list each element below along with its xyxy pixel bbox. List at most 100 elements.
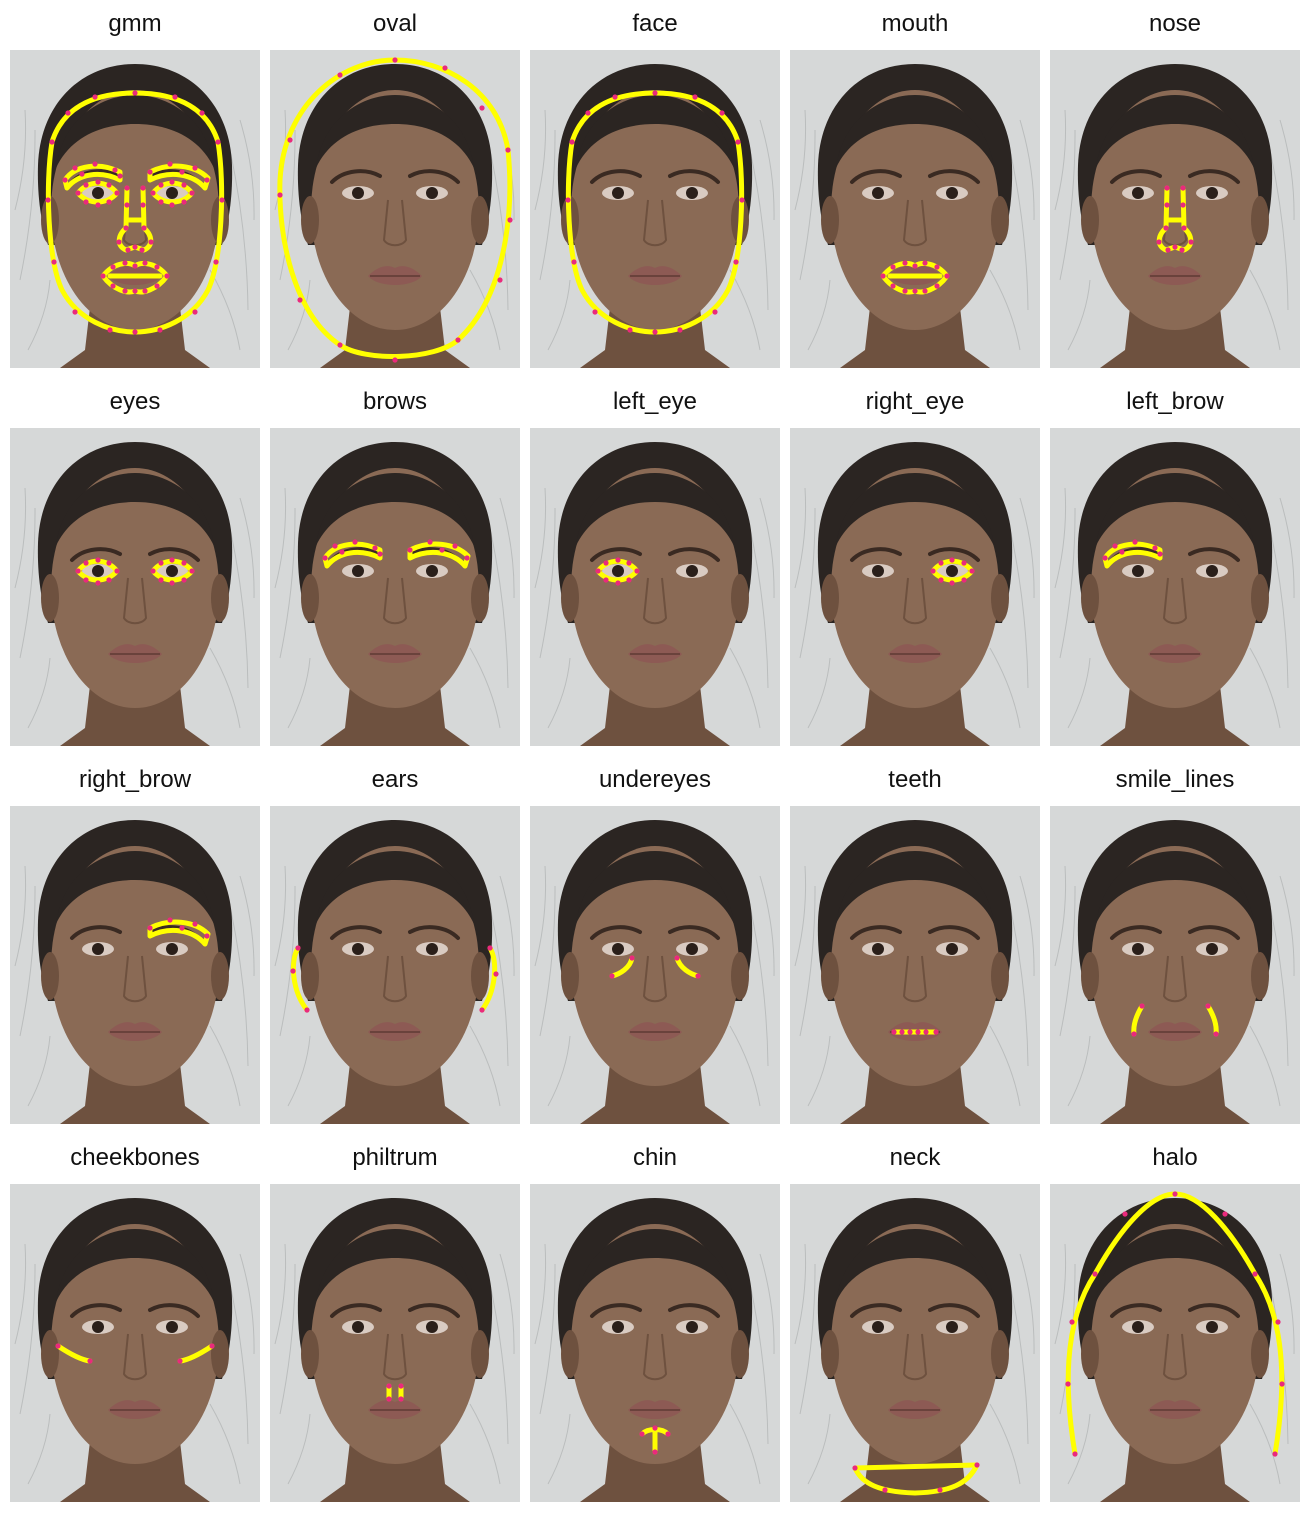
landmark-point <box>142 288 148 294</box>
left-ear <box>301 952 319 1000</box>
left-ear <box>301 1330 319 1378</box>
landmark-point <box>154 264 160 270</box>
landmark-point <box>902 288 908 294</box>
left-brow <box>1110 1303 1162 1318</box>
nose-shape <box>1162 955 1188 1003</box>
landmark-point <box>665 1431 671 1437</box>
landmark-point <box>116 239 122 245</box>
landmark-point <box>1157 551 1163 557</box>
landmark-point <box>72 309 78 315</box>
face-image <box>10 428 260 746</box>
left-brow <box>590 925 642 940</box>
region-oval <box>277 57 513 363</box>
panel-face: face <box>530 0 790 378</box>
landmark-point <box>497 277 503 283</box>
left-iris <box>92 1321 104 1333</box>
region-nose <box>116 185 154 253</box>
right-ear <box>731 1330 749 1378</box>
landmark-point <box>181 560 187 566</box>
landmark-point <box>452 543 458 549</box>
right-ear <box>471 1330 489 1378</box>
landmark-point <box>652 1449 658 1455</box>
region-cheekbones <box>55 1343 215 1364</box>
landmark-point <box>337 342 343 348</box>
hairline <box>316 95 474 168</box>
landmark-point <box>215 139 221 145</box>
landmark-point <box>961 560 967 566</box>
right-iris <box>686 1321 698 1333</box>
face-skin <box>831 846 999 1086</box>
right-ear <box>991 196 1009 244</box>
landmark-point <box>934 283 940 289</box>
landmark-point <box>141 225 147 231</box>
panel-left-brow: left_brow <box>1050 378 1310 756</box>
landmark-point <box>158 577 164 583</box>
face-skin <box>571 1224 739 1464</box>
landmark-point <box>75 190 81 196</box>
panel-title: mouth <box>881 10 949 37</box>
face-image <box>530 806 780 1124</box>
landmark-point <box>112 167 118 173</box>
landmark-point <box>204 933 210 939</box>
panel-title: left_eye <box>612 388 698 415</box>
region-right-brow <box>147 161 211 191</box>
hairline <box>576 95 734 168</box>
landmark-point <box>55 1343 61 1349</box>
landmark-point <box>106 577 112 583</box>
landmark-point <box>150 190 156 196</box>
right-ear <box>1251 196 1269 244</box>
face-image <box>1050 428 1300 746</box>
landmark-point <box>1172 1191 1178 1197</box>
region-smile-lines <box>1131 1003 1219 1037</box>
right-ear <box>211 574 229 622</box>
landmark-point <box>172 94 178 100</box>
left-brow <box>850 1303 902 1318</box>
panel-title: left_brow <box>1126 388 1224 415</box>
nose-shape <box>1162 1333 1188 1381</box>
left-brow <box>590 169 642 184</box>
landmark-point <box>142 260 148 266</box>
landmark-point <box>585 110 591 116</box>
left-iris <box>872 1321 884 1333</box>
right-iris <box>426 187 438 199</box>
left-iris <box>352 565 364 577</box>
landmark-point <box>626 577 632 583</box>
landmark-point <box>49 139 55 145</box>
landmark-point <box>179 925 185 931</box>
landmark-point <box>181 199 187 205</box>
landmark-point <box>571 259 577 265</box>
landmark-point <box>912 263 918 269</box>
hairline <box>56 1229 214 1302</box>
right-brow <box>928 925 980 940</box>
face-image <box>270 428 520 746</box>
landmark-point <box>167 917 173 923</box>
landmark-point <box>398 1396 404 1402</box>
panel-eyes: eyes <box>10 378 270 756</box>
landmark-point <box>132 90 138 96</box>
landmark-point <box>949 557 955 563</box>
landmark-point <box>455 337 461 343</box>
landmark-point <box>930 568 936 574</box>
left-brow <box>70 547 122 562</box>
right-brow <box>1188 169 1240 184</box>
landmark-point <box>934 264 940 270</box>
hairline <box>56 95 214 168</box>
right-iris <box>1206 565 1218 577</box>
right-ear <box>1251 1330 1269 1378</box>
left-iris <box>612 565 624 577</box>
landmark-point <box>140 185 146 191</box>
landmark-point <box>944 273 950 279</box>
right-iris <box>686 187 698 199</box>
hair-wisps <box>14 109 255 351</box>
left-iris <box>352 1321 364 1333</box>
landmark-point <box>106 560 112 566</box>
landmark-point <box>295 945 301 951</box>
region-left-brow <box>62 161 123 191</box>
right-ear <box>471 196 489 244</box>
landmark-point <box>332 543 338 549</box>
right-brow <box>668 169 720 184</box>
left-ear <box>561 574 579 622</box>
hairline <box>316 473 474 546</box>
nose-shape <box>382 199 408 247</box>
landmark-point <box>1222 1211 1228 1217</box>
